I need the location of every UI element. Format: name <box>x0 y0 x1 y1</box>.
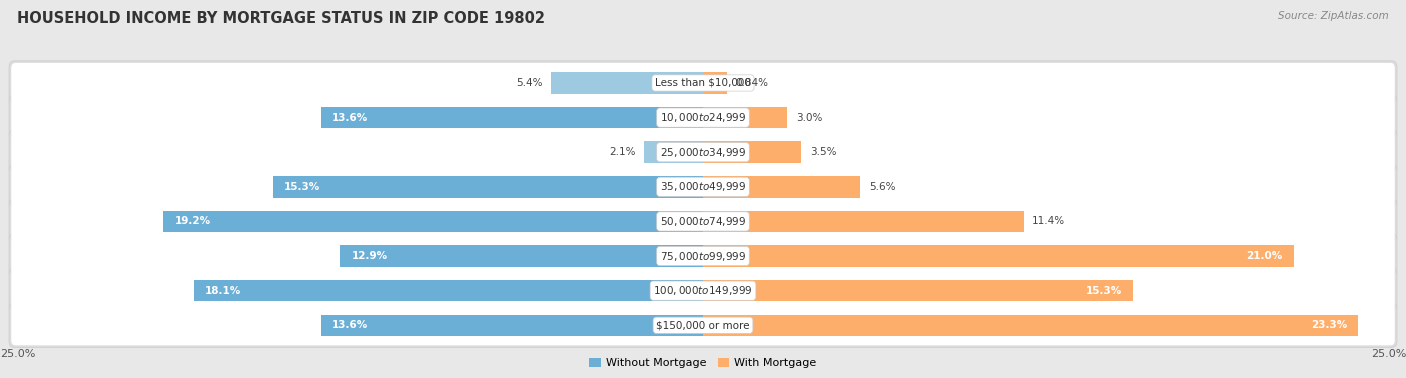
Text: 11.4%: 11.4% <box>1032 217 1066 226</box>
Text: $25,000 to $34,999: $25,000 to $34,999 <box>659 146 747 159</box>
Text: 13.6%: 13.6% <box>332 113 368 122</box>
Text: $35,000 to $49,999: $35,000 to $49,999 <box>659 180 747 193</box>
Bar <box>703 141 801 163</box>
Text: $50,000 to $74,999: $50,000 to $74,999 <box>659 215 747 228</box>
Text: 21.0%: 21.0% <box>1246 251 1282 261</box>
FancyBboxPatch shape <box>8 303 1398 347</box>
Bar <box>551 72 703 94</box>
Bar <box>340 245 703 267</box>
Bar <box>194 280 703 301</box>
Text: 2.1%: 2.1% <box>609 147 636 157</box>
Bar <box>703 72 727 94</box>
FancyBboxPatch shape <box>8 61 1398 105</box>
FancyBboxPatch shape <box>8 268 1398 313</box>
Legend: Without Mortgage, With Mortgage: Without Mortgage, With Mortgage <box>585 353 821 372</box>
FancyBboxPatch shape <box>11 98 1395 138</box>
Text: 25.0%: 25.0% <box>0 349 35 359</box>
Text: $100,000 to $149,999: $100,000 to $149,999 <box>654 284 752 297</box>
Text: 13.6%: 13.6% <box>332 320 368 330</box>
FancyBboxPatch shape <box>11 132 1395 172</box>
Text: 0.84%: 0.84% <box>735 78 768 88</box>
Text: Less than $10,000: Less than $10,000 <box>655 78 751 88</box>
Text: 23.3%: 23.3% <box>1310 320 1347 330</box>
Text: HOUSEHOLD INCOME BY MORTGAGE STATUS IN ZIP CODE 19802: HOUSEHOLD INCOME BY MORTGAGE STATUS IN Z… <box>17 11 546 26</box>
Bar <box>703 107 787 128</box>
Bar <box>163 211 703 232</box>
FancyBboxPatch shape <box>11 167 1395 207</box>
FancyBboxPatch shape <box>8 130 1398 174</box>
Text: 19.2%: 19.2% <box>174 217 211 226</box>
FancyBboxPatch shape <box>8 165 1398 209</box>
FancyBboxPatch shape <box>11 305 1395 345</box>
FancyBboxPatch shape <box>11 271 1395 311</box>
Bar <box>703 314 1358 336</box>
Text: 12.9%: 12.9% <box>352 251 388 261</box>
FancyBboxPatch shape <box>8 234 1398 278</box>
Bar <box>321 314 703 336</box>
Text: 15.3%: 15.3% <box>1085 286 1122 296</box>
FancyBboxPatch shape <box>11 63 1395 103</box>
Bar <box>703 280 1133 301</box>
Bar <box>703 211 1024 232</box>
Bar <box>321 107 703 128</box>
Text: $150,000 or more: $150,000 or more <box>657 320 749 330</box>
FancyBboxPatch shape <box>11 236 1395 276</box>
Bar <box>273 176 703 198</box>
Text: $75,000 to $99,999: $75,000 to $99,999 <box>659 249 747 263</box>
Text: 3.0%: 3.0% <box>796 113 823 122</box>
FancyBboxPatch shape <box>8 95 1398 140</box>
Text: Source: ZipAtlas.com: Source: ZipAtlas.com <box>1278 11 1389 21</box>
Text: 5.6%: 5.6% <box>869 182 896 192</box>
FancyBboxPatch shape <box>8 199 1398 243</box>
Bar <box>703 176 860 198</box>
Text: 5.4%: 5.4% <box>516 78 543 88</box>
FancyBboxPatch shape <box>11 201 1395 242</box>
Text: $10,000 to $24,999: $10,000 to $24,999 <box>659 111 747 124</box>
Bar <box>703 245 1294 267</box>
Text: 25.0%: 25.0% <box>1371 349 1406 359</box>
Text: 15.3%: 15.3% <box>284 182 321 192</box>
Text: 18.1%: 18.1% <box>205 286 242 296</box>
Bar <box>644 141 703 163</box>
Text: 3.5%: 3.5% <box>810 147 837 157</box>
